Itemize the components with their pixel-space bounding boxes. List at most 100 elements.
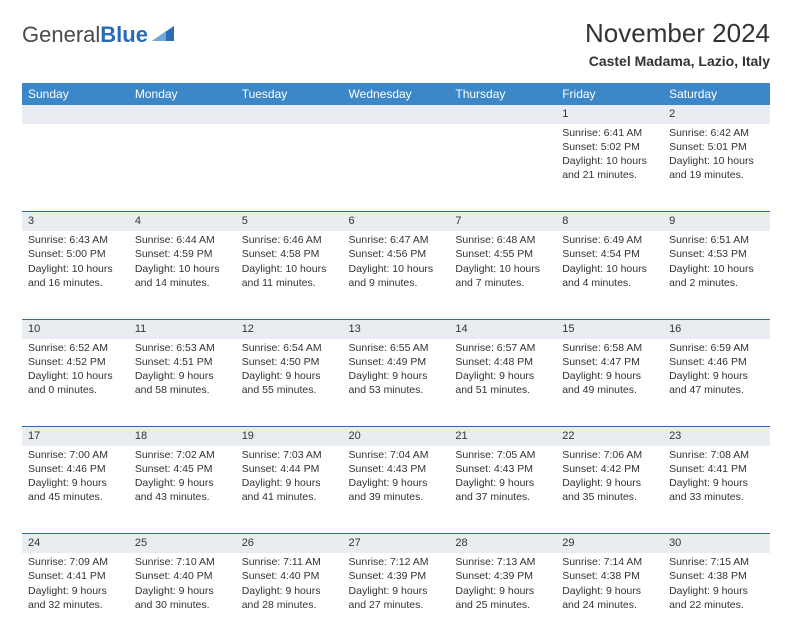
weekday-header: Wednesday bbox=[343, 83, 450, 105]
weekday-header: Sunday bbox=[22, 83, 129, 105]
day-body-row: Sunrise: 6:52 AMSunset: 4:52 PMDaylight:… bbox=[22, 339, 770, 427]
day-cell: Sunrise: 6:46 AMSunset: 4:58 PMDaylight:… bbox=[236, 231, 343, 319]
daylight-text: Daylight: 10 hours and 7 minutes. bbox=[455, 262, 550, 290]
day-number: 13 bbox=[343, 319, 450, 338]
daylight-text: Daylight: 10 hours and 11 minutes. bbox=[242, 262, 337, 290]
header: GeneralBlue November 2024 Castel Madama,… bbox=[22, 18, 770, 69]
sunset-text: Sunset: 4:46 PM bbox=[28, 462, 123, 476]
day-number bbox=[22, 105, 129, 124]
day-cell: Sunrise: 6:44 AMSunset: 4:59 PMDaylight:… bbox=[129, 231, 236, 319]
day-number: 17 bbox=[22, 427, 129, 446]
sunrise-text: Sunrise: 6:41 AM bbox=[562, 126, 657, 140]
day-number: 19 bbox=[236, 427, 343, 446]
sunrise-text: Sunrise: 7:11 AM bbox=[242, 555, 337, 569]
sunrise-text: Sunrise: 7:09 AM bbox=[28, 555, 123, 569]
location: Castel Madama, Lazio, Italy bbox=[585, 53, 770, 69]
sunrise-text: Sunrise: 6:42 AM bbox=[669, 126, 764, 140]
day-cell: Sunrise: 7:06 AMSunset: 4:42 PMDaylight:… bbox=[556, 446, 663, 534]
sunrise-text: Sunrise: 6:55 AM bbox=[349, 341, 444, 355]
sunrise-text: Sunrise: 6:51 AM bbox=[669, 233, 764, 247]
daylight-text: Daylight: 9 hours and 30 minutes. bbox=[135, 584, 230, 612]
daylight-text: Daylight: 9 hours and 43 minutes. bbox=[135, 476, 230, 504]
day-number: 21 bbox=[449, 427, 556, 446]
day-number: 11 bbox=[129, 319, 236, 338]
sunrise-text: Sunrise: 7:08 AM bbox=[669, 448, 764, 462]
sunrise-text: Sunrise: 6:47 AM bbox=[349, 233, 444, 247]
day-number: 25 bbox=[129, 534, 236, 553]
sunset-text: Sunset: 4:41 PM bbox=[669, 462, 764, 476]
brand-name-b: Blue bbox=[100, 22, 148, 47]
day-cell: Sunrise: 6:59 AMSunset: 4:46 PMDaylight:… bbox=[663, 339, 770, 427]
sunset-text: Sunset: 4:44 PM bbox=[242, 462, 337, 476]
daylight-text: Daylight: 9 hours and 41 minutes. bbox=[242, 476, 337, 504]
day-number: 6 bbox=[343, 212, 450, 231]
sunset-text: Sunset: 4:55 PM bbox=[455, 247, 550, 261]
day-cell bbox=[129, 124, 236, 212]
daylight-text: Daylight: 10 hours and 14 minutes. bbox=[135, 262, 230, 290]
day-cell: Sunrise: 6:58 AMSunset: 4:47 PMDaylight:… bbox=[556, 339, 663, 427]
sunset-text: Sunset: 4:41 PM bbox=[28, 569, 123, 583]
daylight-text: Daylight: 9 hours and 33 minutes. bbox=[669, 476, 764, 504]
day-number: 30 bbox=[663, 534, 770, 553]
day-cell: Sunrise: 6:47 AMSunset: 4:56 PMDaylight:… bbox=[343, 231, 450, 319]
day-number bbox=[449, 105, 556, 124]
daylight-text: Daylight: 10 hours and 4 minutes. bbox=[562, 262, 657, 290]
sunset-text: Sunset: 4:42 PM bbox=[562, 462, 657, 476]
brand-name: GeneralBlue bbox=[22, 22, 148, 48]
daylight-text: Daylight: 10 hours and 21 minutes. bbox=[562, 154, 657, 182]
day-number: 28 bbox=[449, 534, 556, 553]
day-cell bbox=[343, 124, 450, 212]
day-cell: Sunrise: 6:43 AMSunset: 5:00 PMDaylight:… bbox=[22, 231, 129, 319]
day-number: 22 bbox=[556, 427, 663, 446]
daylight-text: Daylight: 10 hours and 19 minutes. bbox=[669, 154, 764, 182]
sunrise-text: Sunrise: 7:04 AM bbox=[349, 448, 444, 462]
day-cell: Sunrise: 6:49 AMSunset: 4:54 PMDaylight:… bbox=[556, 231, 663, 319]
sunrise-text: Sunrise: 7:05 AM bbox=[455, 448, 550, 462]
day-cell: Sunrise: 6:54 AMSunset: 4:50 PMDaylight:… bbox=[236, 339, 343, 427]
day-cell: Sunrise: 6:42 AMSunset: 5:01 PMDaylight:… bbox=[663, 124, 770, 212]
sunset-text: Sunset: 4:54 PM bbox=[562, 247, 657, 261]
sunrise-text: Sunrise: 6:58 AM bbox=[562, 341, 657, 355]
sunset-text: Sunset: 4:43 PM bbox=[455, 462, 550, 476]
day-cell: Sunrise: 6:57 AMSunset: 4:48 PMDaylight:… bbox=[449, 339, 556, 427]
brand-logo: GeneralBlue bbox=[22, 22, 176, 48]
daylight-text: Daylight: 9 hours and 32 minutes. bbox=[28, 584, 123, 612]
day-number-row: 10111213141516 bbox=[22, 319, 770, 338]
weekday-header: Monday bbox=[129, 83, 236, 105]
daylight-text: Daylight: 9 hours and 24 minutes. bbox=[562, 584, 657, 612]
sail-icon bbox=[152, 23, 176, 48]
sunset-text: Sunset: 4:38 PM bbox=[669, 569, 764, 583]
day-cell: Sunrise: 7:09 AMSunset: 4:41 PMDaylight:… bbox=[22, 553, 129, 641]
sunrise-text: Sunrise: 7:10 AM bbox=[135, 555, 230, 569]
day-number: 27 bbox=[343, 534, 450, 553]
daylight-text: Daylight: 9 hours and 28 minutes. bbox=[242, 584, 337, 612]
day-number: 7 bbox=[449, 212, 556, 231]
day-body-row: Sunrise: 6:43 AMSunset: 5:00 PMDaylight:… bbox=[22, 231, 770, 319]
day-number: 3 bbox=[22, 212, 129, 231]
weekday-header: Tuesday bbox=[236, 83, 343, 105]
sunrise-text: Sunrise: 6:46 AM bbox=[242, 233, 337, 247]
daylight-text: Daylight: 9 hours and 25 minutes. bbox=[455, 584, 550, 612]
brand-name-a: General bbox=[22, 22, 100, 47]
day-cell: Sunrise: 6:55 AMSunset: 4:49 PMDaylight:… bbox=[343, 339, 450, 427]
sunrise-text: Sunrise: 7:03 AM bbox=[242, 448, 337, 462]
day-number: 14 bbox=[449, 319, 556, 338]
daylight-text: Daylight: 9 hours and 22 minutes. bbox=[669, 584, 764, 612]
sunset-text: Sunset: 4:40 PM bbox=[242, 569, 337, 583]
sunrise-text: Sunrise: 6:59 AM bbox=[669, 341, 764, 355]
sunrise-text: Sunrise: 6:57 AM bbox=[455, 341, 550, 355]
day-number: 10 bbox=[22, 319, 129, 338]
sunrise-text: Sunrise: 6:54 AM bbox=[242, 341, 337, 355]
day-number: 15 bbox=[556, 319, 663, 338]
daylight-text: Daylight: 10 hours and 9 minutes. bbox=[349, 262, 444, 290]
day-number-row: 24252627282930 bbox=[22, 534, 770, 553]
day-cell: Sunrise: 7:10 AMSunset: 4:40 PMDaylight:… bbox=[129, 553, 236, 641]
day-cell: Sunrise: 7:05 AMSunset: 4:43 PMDaylight:… bbox=[449, 446, 556, 534]
day-body-row: Sunrise: 6:41 AMSunset: 5:02 PMDaylight:… bbox=[22, 124, 770, 212]
sunset-text: Sunset: 4:40 PM bbox=[135, 569, 230, 583]
weekday-header: Friday bbox=[556, 83, 663, 105]
sunset-text: Sunset: 4:50 PM bbox=[242, 355, 337, 369]
day-cell bbox=[22, 124, 129, 212]
daylight-text: Daylight: 9 hours and 58 minutes. bbox=[135, 369, 230, 397]
day-number-row: 12 bbox=[22, 105, 770, 124]
